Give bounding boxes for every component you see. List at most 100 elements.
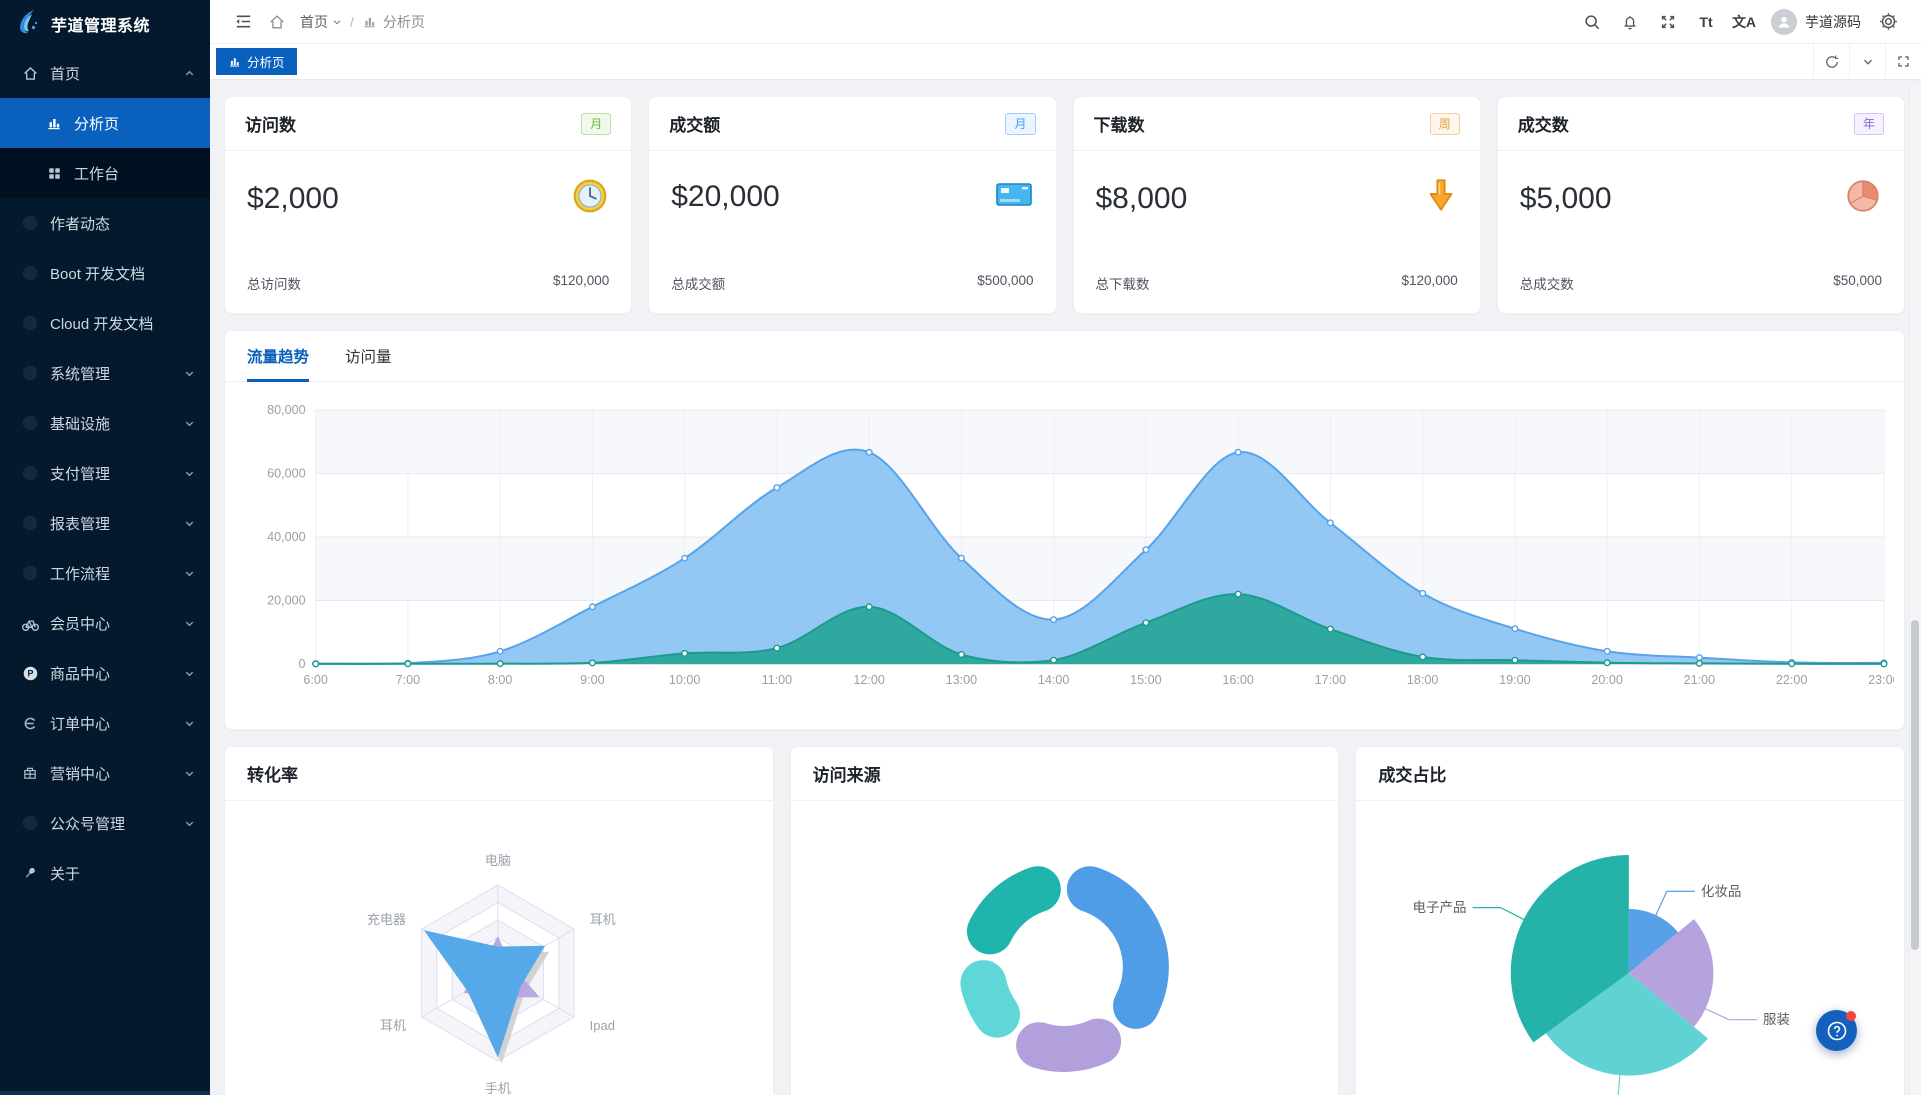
sidebar-item-工作流程[interactable]: 工作流程	[0, 548, 210, 598]
tab-analysis-page[interactable]: 分析页	[216, 48, 297, 75]
font-size-icon[interactable]: Tt	[1699, 13, 1713, 30]
sidebar-item-支付管理[interactable]: 支付管理	[0, 448, 210, 498]
sidebar-item-订单中心[interactable]: 订单中心	[0, 698, 210, 748]
stat-card-body: $2,000	[225, 177, 631, 220]
svg-text:15:00: 15:00	[1130, 673, 1162, 687]
stat-cards-row: 访问数 月 $2,000 总访问数 $120,000 成交额 月 $20,000 总成交额 $50…	[224, 96, 1905, 314]
sidebar-item-会员中心[interactable]: 会员中心	[0, 598, 210, 648]
radar-blue-series	[423, 930, 546, 1058]
visit-source-donut-chart	[791, 801, 1339, 1095]
sidebar-item-工作台[interactable]: 工作台	[0, 148, 210, 198]
trend-tab-流量趋势[interactable]: 流量趋势	[247, 331, 310, 382]
stat-card-footer: 总成交数 $50,000	[1498, 273, 1904, 313]
breadcrumb: 首页 / 分析页	[300, 12, 425, 32]
stat-card-footer: 总访问数 $120,000	[225, 273, 631, 313]
sidebar-item-报表管理[interactable]: 报表管理	[0, 498, 210, 548]
refresh-icon[interactable]	[1813, 44, 1849, 79]
notification-bell-icon[interactable]	[1613, 5, 1647, 39]
svg-text:Ipad: Ipad	[590, 1018, 615, 1033]
pie-label: 化妆品	[1701, 884, 1742, 899]
sidebar-menu: 首页分析页工作台 作者动态 Boot 开发文档 Cloud 开发文档系统管理基础设施支…	[0, 48, 210, 1091]
svg-text:7:00: 7:00	[396, 673, 421, 687]
sidebar-item-商品中心[interactable]: P 商品中心	[0, 648, 210, 698]
breadcrumb-separator: /	[350, 13, 354, 30]
sidebar-item-公众号管理[interactable]: 公众号管理	[0, 798, 210, 848]
sidebar-item-Boot 开发文档[interactable]: Boot 开发文档	[0, 248, 210, 298]
stat-footer-label: 总访问数	[247, 277, 301, 292]
stat-card-header: 成交数 年	[1497, 97, 1904, 151]
svg-text:充电器: 充电器	[367, 912, 406, 927]
stat-footer-value: $120,000	[552, 273, 610, 288]
app-logo[interactable]: 芋道管理系统	[0, 0, 210, 48]
sidebar-item-关于[interactable]: 关于	[0, 848, 210, 898]
grid-icon	[44, 163, 64, 183]
chevron-down-icon	[184, 768, 196, 779]
svg-text:耳机: 耳机	[380, 1018, 406, 1033]
trend-chart: 0 20,000 40,000 60,000 80,000 6:00 7:00 8:00 9:0…	[225, 382, 1904, 729]
sidebar-item-基础设施[interactable]: 基础设施	[0, 398, 210, 448]
disc-icon	[20, 363, 40, 383]
stat-card-header: 访问数 月	[225, 97, 632, 151]
stat-footer-label: 总下载数	[1095, 277, 1150, 292]
sidebar-collapse-bar[interactable]	[0, 1091, 210, 1095]
disc-icon	[20, 463, 40, 483]
sidebar-item-label: 系统管理	[50, 365, 111, 383]
stat-card-成交额: 成交额 月 $20,000 总成交额 $500,000	[648, 96, 1057, 314]
chevron-down-icon	[184, 368, 196, 379]
sidebar-item-Cloud 开发文档[interactable]: Cloud 开发文档	[0, 298, 210, 348]
chevron-down-icon[interactable]	[1849, 44, 1885, 79]
sidebar-item-分析页[interactable]: 分析页	[0, 98, 210, 148]
sidebar-item-label: 分析页	[74, 115, 120, 133]
help-button[interactable]	[1816, 1010, 1857, 1051]
stat-footer-value: $500,000	[977, 273, 1034, 288]
trend-chart-svg: 0 20,000 40,000 60,000 80,000 6:00 7:00 8:00 9:0…	[267, 403, 1900, 687]
stat-value: $2,000	[247, 181, 339, 215]
menu-fold-icon[interactable]	[226, 5, 260, 39]
chevron-up-icon	[184, 68, 196, 79]
maximize-icon[interactable]	[1885, 44, 1921, 79]
content-area: 访问数 月 $2,000 总访问数 $120,000 成交额 月 $20,000 总成交额 $50…	[210, 80, 1921, 1095]
sidebar-item-营销中心[interactable]: 营销中心	[0, 748, 210, 798]
deal-ratio-card: 成交占比 化妆品 服装 电子产品	[1355, 746, 1905, 1095]
scrollbar-thumb[interactable]	[1911, 620, 1919, 950]
locale-icon[interactable]: 文A	[1731, 13, 1757, 30]
stat-card-body: $8,000	[1074, 177, 1480, 220]
breadcrumb-current[interactable]: 分析页	[362, 12, 425, 32]
fullscreen-icon[interactable]	[1651, 5, 1685, 39]
visit-source-card: 访问来源	[789, 746, 1340, 1095]
sidebar-item-首页[interactable]: 首页	[0, 48, 210, 98]
bar-chart-icon	[364, 17, 375, 28]
trend-tab-访问量[interactable]: 访问量	[345, 349, 392, 366]
stat-value: $8,000	[1095, 181, 1188, 215]
chevron-down-icon	[184, 568, 196, 579]
rose-slice-1	[1629, 919, 1714, 1027]
search-icon[interactable]	[1575, 5, 1609, 39]
donut-segment-2	[960, 960, 1020, 1038]
breadcrumb-home[interactable]: 首页	[300, 12, 342, 32]
donut-segment-3	[966, 866, 1061, 955]
donut-chart-svg	[960, 866, 1169, 1072]
disc-icon	[20, 413, 40, 433]
stat-footer-label: 总成交额	[671, 277, 726, 292]
user-menu[interactable]: 芋道源码	[1765, 8, 1867, 35]
sidebar-item-label: 关于	[50, 865, 81, 883]
svg-text:11:00: 11:00	[762, 673, 793, 687]
svg-text:10:00: 10:00	[669, 673, 701, 687]
sidebar-item-作者动态[interactable]: 作者动态	[0, 198, 210, 248]
sidebar-item-系统管理[interactable]: 系统管理	[0, 348, 210, 398]
stat-footer-value: $50,000	[1833, 273, 1882, 288]
bottom-cards-row: 转化率 电脑 耳机 Ipad 手机 耳机 充电器 访问来源 成交占比 化妆品 服装 电子产品	[224, 746, 1905, 1095]
stat-value: $5,000	[1519, 181, 1612, 215]
chevron-down-icon	[184, 468, 196, 479]
settings-gear-icon[interactable]	[1871, 5, 1905, 39]
disc-icon	[20, 263, 40, 283]
period-tag: 月	[1005, 112, 1036, 135]
tab-controls	[1813, 44, 1921, 79]
svg-text:14:00: 14:00	[1038, 673, 1070, 687]
deal-ratio-pie-chart: 化妆品 服装 电子产品	[1356, 801, 1904, 1095]
stat-card-title: 访问数	[245, 116, 296, 135]
disc-icon	[20, 813, 40, 833]
period-tag: 年	[1853, 112, 1884, 135]
svg-text:60,000: 60,000	[267, 467, 306, 481]
home-icon[interactable]	[260, 5, 294, 39]
